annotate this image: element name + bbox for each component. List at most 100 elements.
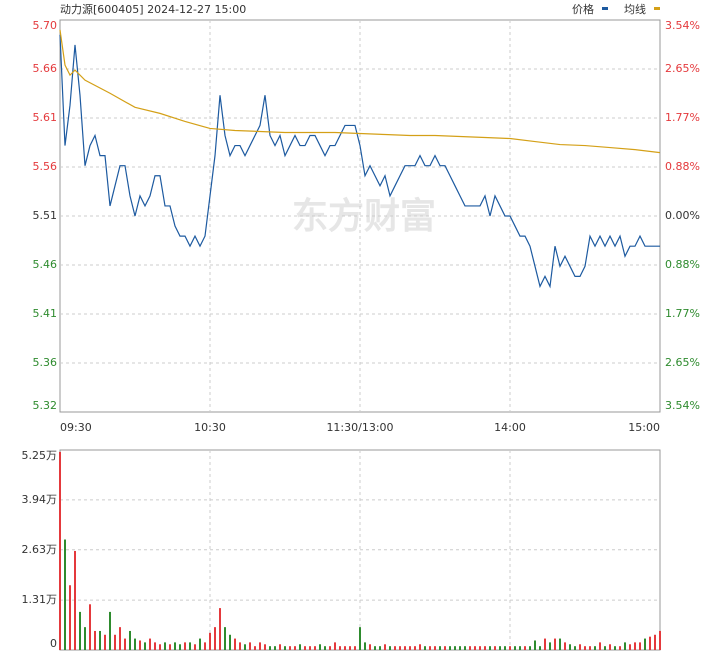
legend-label: 价格 xyxy=(572,2,594,16)
volume-bar xyxy=(384,644,386,650)
volume-bar xyxy=(219,608,221,650)
volume-bar xyxy=(414,646,416,650)
volume-bar xyxy=(114,634,116,650)
volume-bar xyxy=(399,646,401,650)
volume-bar xyxy=(164,642,166,650)
volume-bar xyxy=(549,642,551,650)
y2-tick-label: 2.65% xyxy=(665,62,700,75)
volume-bar xyxy=(154,642,156,650)
volume-bar xyxy=(459,646,461,650)
volume-bar xyxy=(354,646,356,650)
volume-bar xyxy=(319,644,321,650)
y2-tick-label: 0.88% xyxy=(665,258,700,271)
volume-bar xyxy=(539,646,541,650)
volume-bar xyxy=(189,642,191,650)
volume-bar xyxy=(159,644,161,650)
volume-bar xyxy=(139,640,141,650)
legend-swatch xyxy=(654,7,660,10)
volume-bar xyxy=(84,627,86,650)
volume-bar xyxy=(119,627,121,650)
volume-bar xyxy=(309,646,311,650)
volume-bar xyxy=(559,638,561,650)
volume-bar xyxy=(469,646,471,650)
volume-bar xyxy=(629,644,631,650)
volume-bar xyxy=(644,638,646,650)
y-tick-label: 3.94万 xyxy=(22,493,58,506)
volume-bar xyxy=(254,646,256,650)
volume-bar xyxy=(204,642,206,650)
volume-bar xyxy=(279,644,281,650)
volume-bar xyxy=(434,646,436,650)
volume-bar xyxy=(509,646,511,650)
volume-bar xyxy=(314,646,316,650)
x-tick-label: 14:00 xyxy=(494,421,526,434)
x-tick-label: 11:30/13:00 xyxy=(326,421,393,434)
y2-tick-label: 3.54% xyxy=(665,19,700,32)
volume-bar xyxy=(234,638,236,650)
volume-bar xyxy=(609,644,611,650)
volume-bar xyxy=(349,646,351,650)
volume-bar xyxy=(79,611,81,650)
y-tick-label: 5.41 xyxy=(33,307,58,320)
volume-bar xyxy=(584,646,586,650)
watermark: 东方财富 xyxy=(292,195,436,237)
volume-bar xyxy=(519,646,521,650)
volume-bar xyxy=(589,646,591,650)
volume-bar xyxy=(109,611,111,650)
volume-bar xyxy=(74,550,76,650)
price-line xyxy=(59,29,661,154)
volume-bar xyxy=(439,646,441,650)
volume-bar xyxy=(334,642,336,650)
volume-bar xyxy=(489,646,491,650)
volume-bar xyxy=(294,646,296,650)
chart-title: 动力源[600405] 2024-12-27 15:00 xyxy=(60,2,246,16)
volume-bar xyxy=(659,630,661,650)
volume-bar xyxy=(484,646,486,650)
y-tick-label: 5.66 xyxy=(33,62,58,75)
volume-bar xyxy=(374,646,376,650)
volume-bar xyxy=(169,644,171,650)
y2-tick-label: 1.77% xyxy=(665,111,700,124)
volume-bar xyxy=(359,627,361,650)
volume-bar xyxy=(209,632,211,650)
x-tick-label: 10:30 xyxy=(194,421,226,434)
y2-tick-label: 0.88% xyxy=(665,160,700,173)
volume-bar xyxy=(249,642,251,650)
y-tick-label: 5.51 xyxy=(33,209,58,222)
y2-tick-label: 3.54% xyxy=(665,399,700,412)
volume-bar xyxy=(504,646,506,650)
volume-bar xyxy=(379,646,381,650)
volume-bar xyxy=(594,646,596,650)
volume-bar xyxy=(59,451,61,650)
volume-bar xyxy=(494,646,496,650)
volume-bar xyxy=(299,644,301,650)
volume-bar xyxy=(284,646,286,650)
volume-bar xyxy=(639,642,641,650)
volume-bar xyxy=(569,644,571,650)
volume-bar xyxy=(474,646,476,650)
y-tick-label: 5.61 xyxy=(33,111,58,124)
volume-bar xyxy=(184,642,186,650)
volume-bar xyxy=(394,646,396,650)
volume-bar xyxy=(574,646,576,650)
volume-bar xyxy=(259,642,261,650)
y-tick-label: 0 xyxy=(50,637,57,650)
volume-bar xyxy=(604,646,606,650)
volume-bar xyxy=(579,644,581,650)
volume-bar xyxy=(94,630,96,650)
price-line xyxy=(59,34,660,289)
volume-bar xyxy=(649,636,651,650)
volume-bar xyxy=(499,646,501,650)
y2-tick-label: 2.65% xyxy=(665,356,700,369)
volume-bar xyxy=(324,646,326,650)
volume-bar xyxy=(69,585,71,650)
volume-bar xyxy=(149,638,151,650)
legend-label: 均线 xyxy=(624,2,646,16)
volume-bar xyxy=(344,646,346,650)
volume-bar xyxy=(369,644,371,650)
volume-bar xyxy=(564,642,566,650)
volume-bar xyxy=(339,646,341,650)
x-tick-label: 15:00 xyxy=(628,421,660,434)
volume-bar xyxy=(624,642,626,650)
